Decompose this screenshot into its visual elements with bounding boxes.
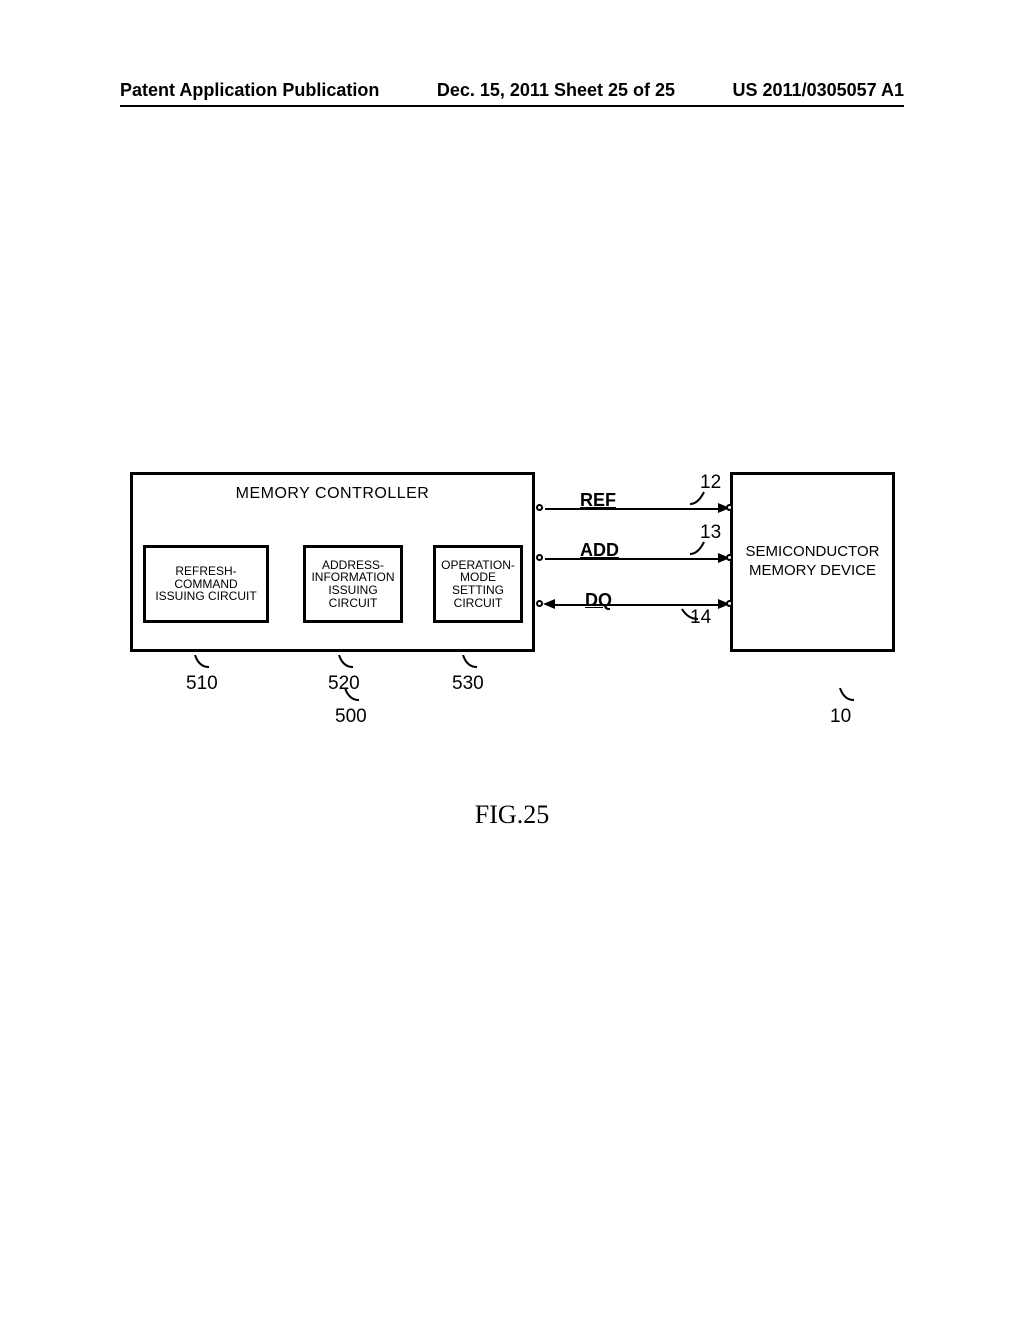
port-dot — [536, 504, 543, 511]
bus-add-label: ADD — [580, 540, 619, 561]
ref-530: 530 — [452, 673, 484, 695]
refresh-command-issuing-circuit-box: REFRESH-COMMAND ISSUING CIRCUIT — [143, 545, 269, 623]
block-diagram: MEMORY CONTROLLER REFRESH-COMMAND ISSUIN… — [130, 460, 900, 690]
port-dot — [536, 554, 543, 561]
block-520-label: ADDRESS- INFORMATION ISSUING CIRCUIT — [311, 559, 394, 609]
memory-controller-box: MEMORY CONTROLLER REFRESH-COMMAND ISSUIN… — [130, 472, 535, 652]
port-dot — [536, 600, 543, 607]
leader-520 — [337, 655, 355, 669]
header-right: US 2011/0305057 A1 — [733, 80, 904, 101]
bus-ref-label: REF — [580, 490, 616, 511]
bus-dq-num: 14 — [690, 607, 711, 629]
block-530-label: OPERATION- MODE SETTING CIRCUIT — [441, 559, 515, 609]
port-dot — [726, 600, 733, 607]
bus-ref-wire — [545, 508, 723, 510]
header-left: Patent Application Publication — [120, 80, 379, 101]
ref-500: 500 — [335, 706, 367, 728]
header-center: Dec. 15, 2011 Sheet 25 of 25 — [437, 80, 675, 101]
port-dot — [726, 504, 733, 511]
operation-mode-setting-circuit-box: OPERATION- MODE SETTING CIRCUIT — [433, 545, 523, 623]
bus-add-wire — [545, 558, 723, 560]
figure-label: FIG.25 — [0, 800, 1024, 830]
bus-ref-num: 12 — [700, 472, 721, 494]
ref-510: 510 — [186, 673, 218, 695]
leader-10 — [838, 688, 856, 702]
address-information-issuing-circuit-box: ADDRESS- INFORMATION ISSUING CIRCUIT — [303, 545, 403, 623]
memory-device-label: SEMICONDUCTOR MEMORY DEVICE — [746, 543, 880, 581]
leader-510 — [193, 655, 211, 669]
block-510-label: REFRESH-COMMAND ISSUING CIRCUIT — [148, 565, 264, 603]
port-dot — [726, 554, 733, 561]
bus-dq-wire — [553, 604, 720, 606]
leader-530 — [461, 655, 479, 669]
ref-10: 10 — [830, 706, 851, 728]
leader-500 — [343, 688, 361, 702]
bus-add-num: 13 — [700, 522, 721, 544]
bus-dq-label: DQ — [585, 590, 612, 611]
patent-header: Patent Application Publication Dec. 15, … — [120, 80, 904, 107]
memory-controller-title: MEMORY CONTROLLER — [133, 485, 532, 503]
semiconductor-memory-device-box: SEMICONDUCTOR MEMORY DEVICE — [730, 472, 895, 652]
